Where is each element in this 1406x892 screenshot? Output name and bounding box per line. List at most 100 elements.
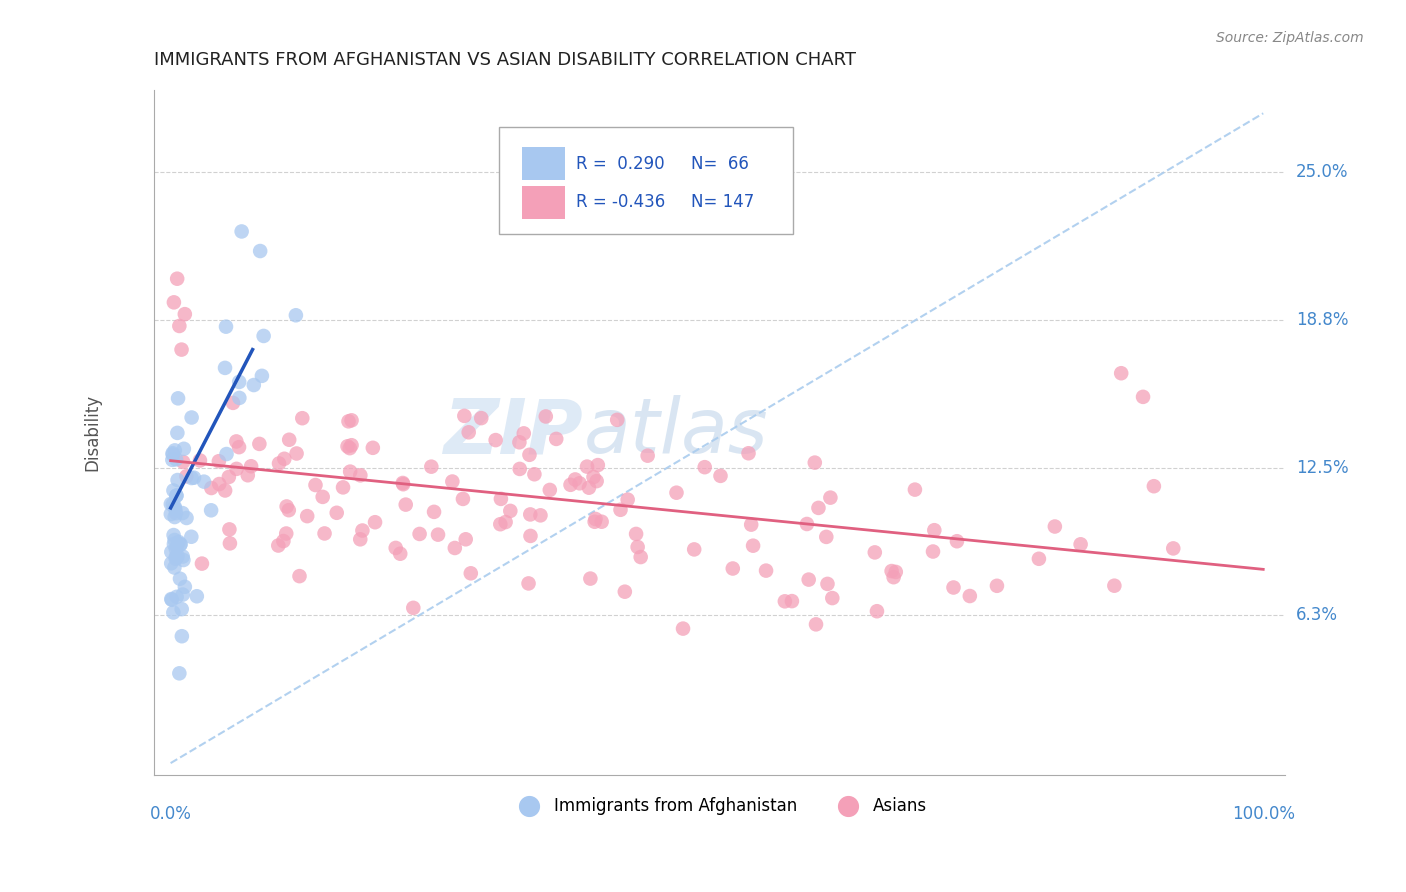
Text: atlas: atlas: [583, 395, 769, 469]
Point: [740, 517, 762, 532]
Point: [253, 329, 276, 343]
Point: [166, 539, 188, 553]
Point: [176, 469, 198, 483]
Point: [796, 516, 818, 531]
Point: [222, 396, 245, 410]
Point: [218, 470, 240, 484]
Point: [191, 557, 214, 571]
Point: [165, 452, 187, 467]
Point: [225, 434, 247, 449]
Point: [454, 533, 477, 547]
Point: [361, 441, 384, 455]
Point: [815, 530, 838, 544]
Point: [529, 508, 551, 523]
Point: [1143, 479, 1166, 493]
Text: 12.5%: 12.5%: [1296, 458, 1348, 476]
Point: [630, 549, 652, 564]
Point: [519, 529, 541, 543]
Point: [163, 295, 186, 310]
Point: [208, 454, 231, 468]
Point: [169, 318, 191, 333]
Point: [586, 458, 609, 472]
Point: [883, 570, 905, 584]
Point: [339, 465, 361, 479]
Point: [180, 410, 202, 425]
Point: [457, 425, 479, 440]
Point: [172, 588, 194, 602]
Point: [340, 413, 363, 427]
Point: [166, 549, 188, 563]
Point: [172, 455, 194, 469]
Point: [384, 541, 406, 555]
Point: [1132, 390, 1154, 404]
Point: [214, 483, 236, 498]
Point: [166, 550, 188, 565]
Point: [243, 378, 266, 392]
Point: [578, 481, 600, 495]
Point: [214, 360, 236, 375]
Point: [314, 526, 336, 541]
Point: [606, 413, 628, 427]
Point: [332, 480, 354, 494]
Point: [513, 426, 536, 441]
Point: [169, 537, 191, 551]
Point: [389, 547, 412, 561]
Text: 6.3%: 6.3%: [1296, 607, 1339, 624]
Point: [218, 522, 240, 536]
Point: [228, 375, 250, 389]
Text: 100.0%: 100.0%: [1232, 805, 1295, 823]
Point: [267, 457, 290, 471]
Text: 25.0%: 25.0%: [1296, 163, 1348, 181]
Point: [225, 462, 247, 476]
Point: [208, 477, 231, 491]
Point: [312, 490, 335, 504]
Point: [170, 629, 193, 643]
Point: [163, 510, 186, 524]
Point: [576, 459, 599, 474]
Point: [267, 539, 290, 553]
Point: [215, 319, 238, 334]
Point: [453, 409, 475, 423]
Point: [585, 512, 607, 526]
Text: R = -0.436: R = -0.436: [576, 193, 665, 211]
FancyBboxPatch shape: [522, 186, 565, 219]
Point: [273, 451, 295, 466]
Point: [172, 549, 194, 564]
Point: [613, 584, 636, 599]
Point: [167, 535, 190, 549]
Point: [277, 503, 299, 517]
Point: [534, 409, 557, 424]
Point: [609, 503, 631, 517]
Point: [880, 564, 903, 578]
Point: [166, 590, 188, 604]
Point: [193, 475, 215, 489]
Point: [402, 600, 425, 615]
Point: [560, 478, 582, 492]
Point: [1028, 551, 1050, 566]
Point: [583, 515, 606, 529]
Point: [585, 474, 607, 488]
Point: [755, 564, 778, 578]
Point: [807, 500, 830, 515]
Point: [804, 617, 827, 632]
Point: [693, 460, 716, 475]
Text: ZIP: ZIP: [444, 395, 583, 469]
Point: [284, 308, 307, 322]
Point: [231, 224, 253, 238]
Point: [165, 489, 187, 503]
Point: [1070, 537, 1092, 551]
Point: [568, 476, 591, 491]
Point: [495, 515, 517, 529]
Point: [288, 569, 311, 583]
Point: [489, 491, 512, 506]
Point: [159, 507, 181, 521]
Point: [579, 572, 602, 586]
Point: [160, 545, 183, 559]
Point: [441, 475, 464, 489]
Text: N= 147: N= 147: [692, 193, 755, 211]
Point: [499, 504, 522, 518]
Point: [1104, 579, 1126, 593]
Point: [162, 446, 184, 460]
Point: [489, 517, 512, 532]
Point: [1043, 519, 1066, 533]
